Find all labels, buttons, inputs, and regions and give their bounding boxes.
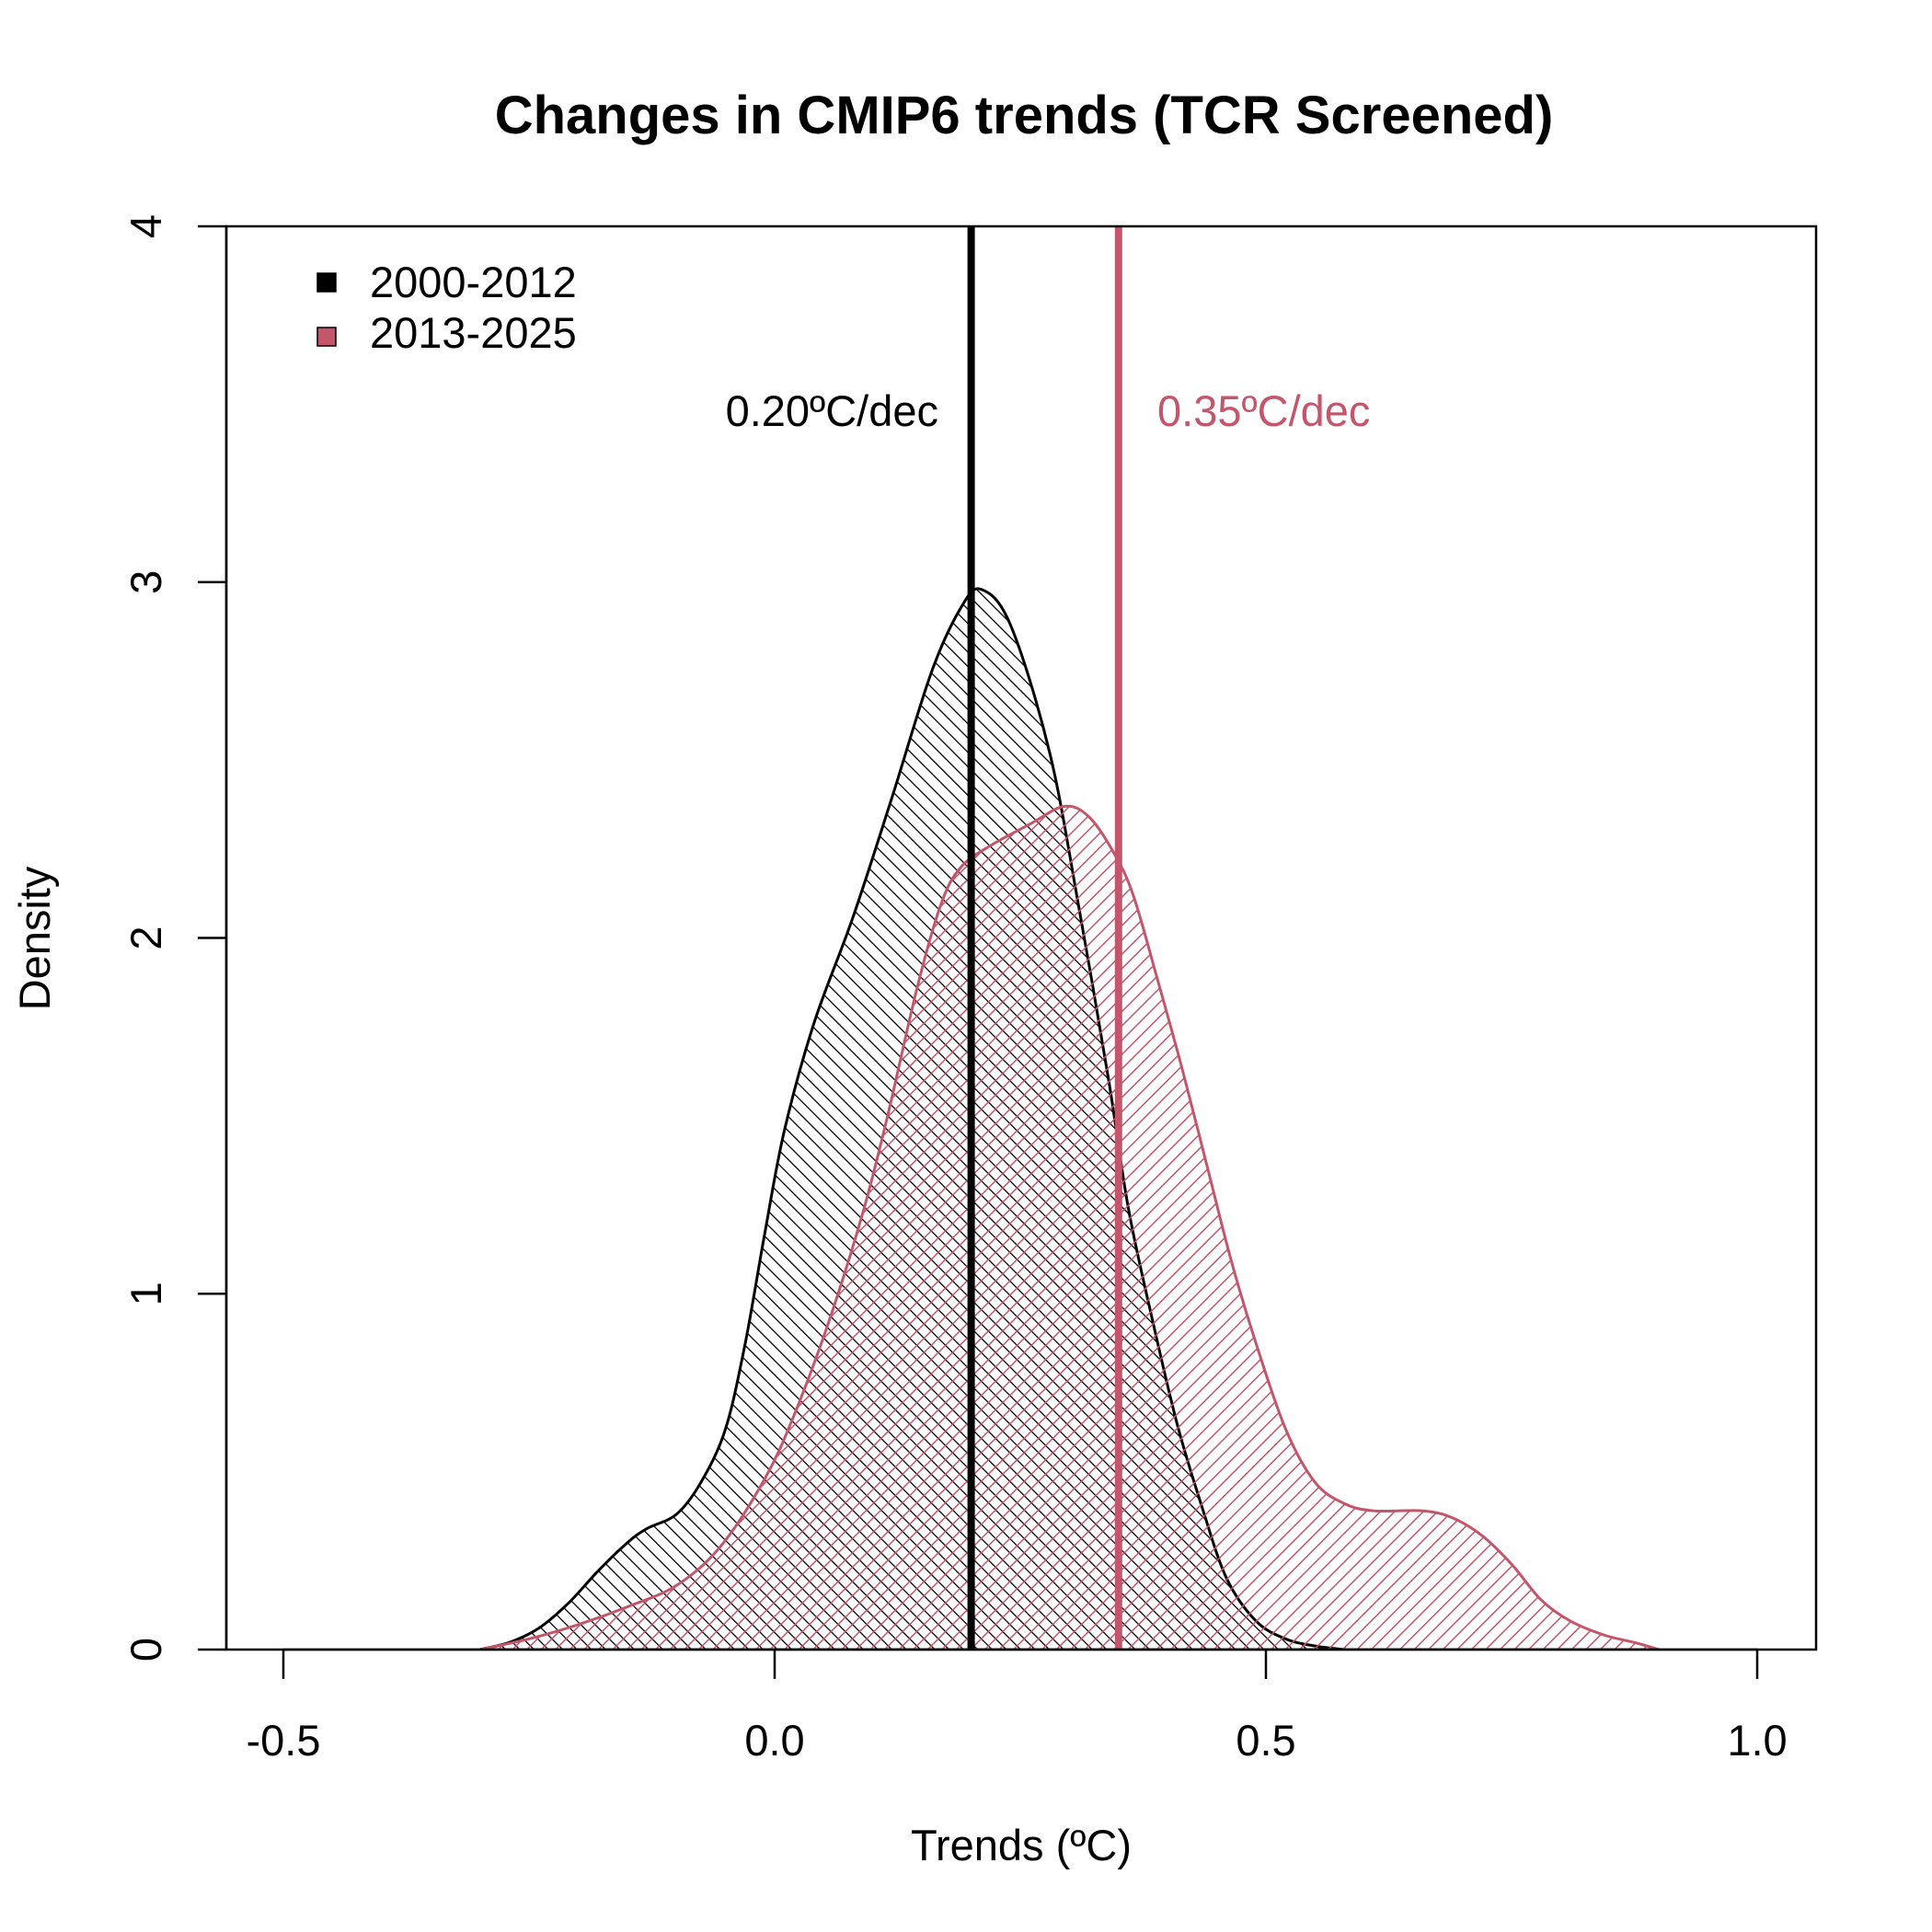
mean-label-2013-2025: 0.35ºC/dec bbox=[1157, 386, 1370, 435]
chart-title: Changes in CMIP6 trends (TCR Screened) bbox=[495, 86, 1554, 145]
mean-label-2000-2012: 0.20ºC/dec bbox=[726, 386, 938, 435]
x-axis: -0.5 0.0 0.5 1.0 bbox=[247, 1648, 1788, 1765]
x-tick-label: 0.5 bbox=[1236, 1716, 1295, 1765]
legend-item-2013-2025: 2013-2025 bbox=[316, 308, 577, 357]
mean-lines bbox=[967, 226, 1122, 1650]
y-tick-label: 3 bbox=[121, 570, 170, 594]
legend: 2000-2012 2013-2025 bbox=[316, 258, 577, 357]
x-tick-label: 1.0 bbox=[1727, 1716, 1787, 1765]
x-axis-label: Trends (ºC) bbox=[911, 1821, 1132, 1869]
legend-label-2000-2012: 2000-2012 bbox=[370, 258, 577, 306]
x-tick-label: 0.0 bbox=[744, 1716, 804, 1765]
x-tick-label: -0.5 bbox=[247, 1716, 321, 1765]
y-tick-label: 1 bbox=[121, 1282, 170, 1305]
legend-swatch-2013-2025 bbox=[316, 327, 337, 347]
density-fill-2013-2025 bbox=[479, 806, 1660, 1650]
y-axis: 0 1 2 3 4 bbox=[121, 214, 228, 1662]
legend-label-2013-2025: 2013-2025 bbox=[370, 308, 577, 357]
y-tick-label: 4 bbox=[121, 214, 170, 238]
legend-swatch-2000-2012 bbox=[316, 272, 337, 293]
y-axis-label: Density bbox=[10, 866, 59, 1010]
y-tick-label: 2 bbox=[121, 926, 170, 949]
y-tick-label: 0 bbox=[121, 1638, 170, 1662]
series-layer bbox=[479, 587, 1660, 1650]
legend-item-2000-2012: 2000-2012 bbox=[316, 258, 577, 306]
